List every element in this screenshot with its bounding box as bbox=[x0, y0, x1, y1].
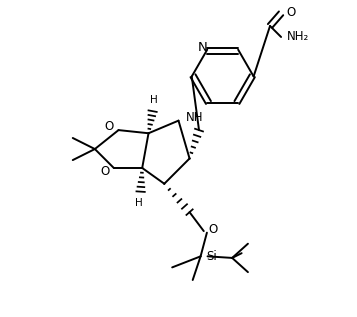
Text: N: N bbox=[197, 41, 207, 54]
Text: H: H bbox=[150, 95, 158, 106]
Text: O: O bbox=[287, 6, 296, 19]
Text: H: H bbox=[135, 198, 143, 208]
Text: NH₂: NH₂ bbox=[287, 30, 309, 43]
Text: O: O bbox=[100, 165, 109, 178]
Text: O: O bbox=[209, 223, 218, 236]
Text: O: O bbox=[105, 120, 114, 133]
Text: NH: NH bbox=[185, 111, 203, 124]
Text: Si: Si bbox=[206, 250, 217, 263]
